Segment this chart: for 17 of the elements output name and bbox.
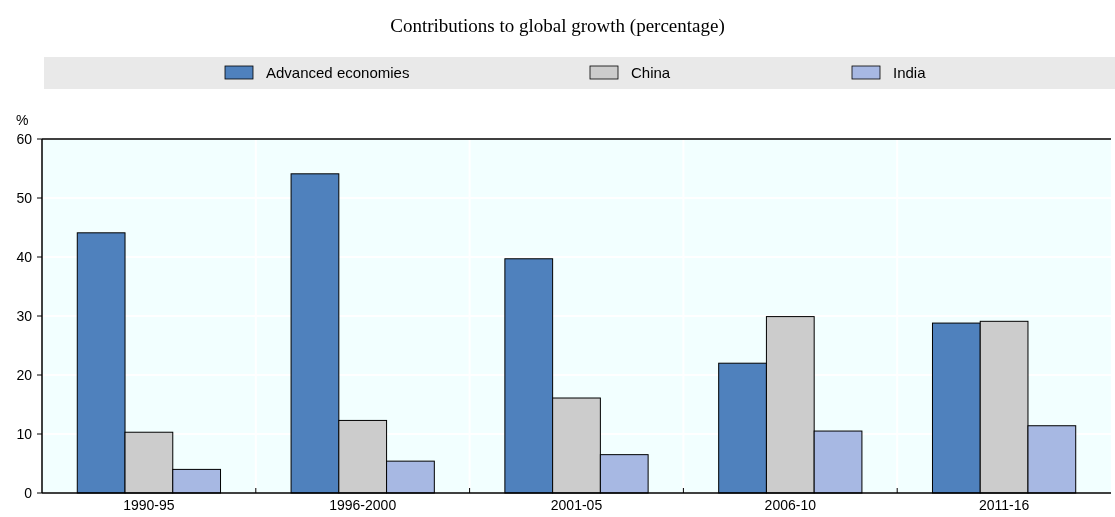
x-tick-label: 2011-16 <box>978 497 1030 513</box>
legend-label: China <box>631 64 671 81</box>
y-tick-label: 60 <box>16 131 33 147</box>
y-axis-title: % <box>16 112 29 128</box>
legend-label: India <box>893 64 927 81</box>
y-tick-label: 50 <box>16 190 33 206</box>
legend-label: Advanced economies <box>266 64 410 81</box>
x-tick-label: 1990-95 <box>123 497 175 513</box>
y-tick-label: 30 <box>16 308 33 324</box>
y-tick-label: 0 <box>24 485 33 501</box>
chart-title: Contributions to global growth (percentage) <box>390 15 725 37</box>
y-tick-label: 10 <box>16 426 33 442</box>
y-tick-label: 40 <box>16 249 33 265</box>
x-tick-label: 2006-10 <box>764 497 817 513</box>
x-tick-label: 2001-05 <box>550 497 603 513</box>
x-tick-label: 1996-2000 <box>329 497 397 513</box>
y-tick-label: 20 <box>16 367 33 383</box>
